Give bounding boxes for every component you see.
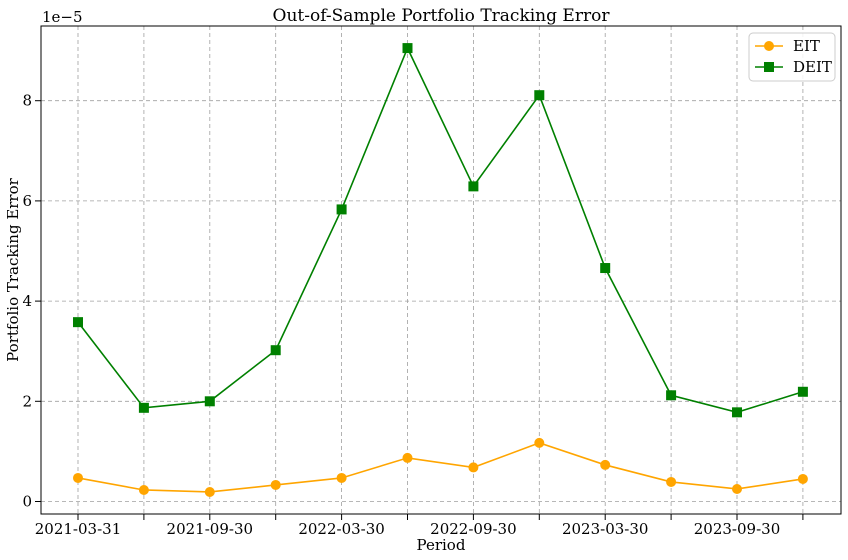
eit-legend-label: EIT (793, 37, 820, 55)
eit-point (402, 452, 413, 463)
x-tick-label: 2023-03-30 (562, 520, 648, 538)
y-offset-label: 1e−5 (42, 8, 83, 26)
deit-point (402, 43, 413, 54)
legend: EIT DEIT (748, 32, 836, 82)
eit-point (600, 459, 611, 470)
eit-line (77, 442, 804, 493)
eit-point (73, 472, 83, 483)
deit-legend-marker (764, 62, 774, 72)
x-tick-label: 2022-03-30 (298, 520, 384, 538)
eit-point (336, 472, 347, 483)
y-tick-label: 0 (22, 493, 32, 511)
x-tick-label: 2023-09-30 (694, 520, 780, 538)
y-axis-title: Portfolio Tracking Error (4, 177, 22, 361)
eit-point (666, 476, 677, 487)
series-lines (73, 43, 808, 497)
eit-point (797, 473, 808, 484)
deit-point (666, 390, 677, 401)
x-tick-label: 2022-09-30 (430, 520, 516, 538)
deit-legend-label: DEIT (793, 58, 832, 76)
axis-ticks: 2021-03-31 2021-09-30 2022-03-30 2022-09-30… (22, 92, 804, 538)
deit-point (732, 407, 742, 418)
deit-point (468, 181, 479, 192)
eit-point (204, 486, 215, 497)
y-tick-label: 2 (22, 392, 32, 410)
chart-title: Out-of-Sample Portfolio Tracking Error (273, 6, 611, 26)
deit-point (336, 204, 347, 215)
y-tick-label: 4 (22, 292, 32, 310)
eit-legend-marker (764, 41, 774, 51)
deit-point (270, 345, 281, 356)
deit-point (797, 386, 808, 397)
x-tick-label: 2021-09-30 (167, 520, 253, 538)
eit-point (468, 462, 479, 473)
eit-point (138, 484, 149, 495)
deit-point (534, 90, 545, 101)
deit-point (138, 402, 149, 413)
eit-point (270, 479, 281, 490)
deit-point (600, 263, 611, 274)
x-axis-title: Period (417, 536, 466, 554)
y-tick-label: 6 (22, 192, 32, 210)
deit-point (73, 317, 83, 328)
deit-line (77, 46, 804, 414)
plot-area-frame (40, 25, 842, 515)
eit-point (732, 483, 742, 494)
x-tick-label: 2021-03-31 (35, 520, 121, 538)
eit-point (534, 437, 545, 448)
y-tick-label: 8 (22, 92, 32, 110)
grid (41, 26, 841, 514)
deit-point (204, 396, 215, 407)
